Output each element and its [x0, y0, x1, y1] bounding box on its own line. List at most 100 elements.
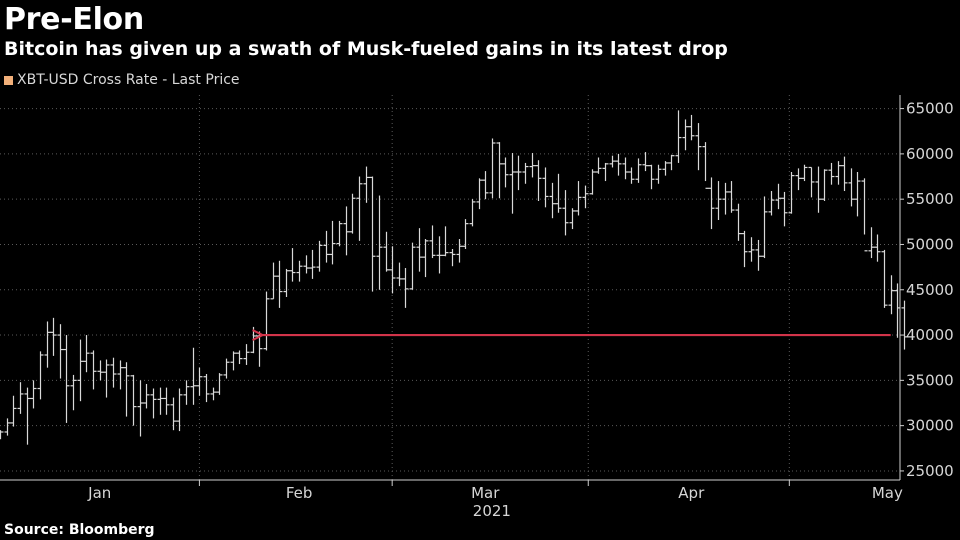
- ohlc-bar: [509, 152, 516, 214]
- ohlc-bar: [462, 219, 469, 249]
- ohlc-bar: [748, 237, 755, 262]
- ohlc-bar: [50, 317, 57, 356]
- ohlc-bar: [741, 230, 748, 268]
- ohlc-bar: [196, 367, 203, 396]
- ohlc-bar: [715, 181, 722, 221]
- grid: [0, 95, 900, 480]
- ohlc-bar: [854, 172, 861, 217]
- ohlc-bar: [44, 321, 51, 368]
- ohlc-bar: [130, 374, 137, 426]
- ohlc-bar: [429, 225, 436, 259]
- ohlc-bar: [289, 248, 296, 282]
- ohlc-bar: [323, 230, 330, 263]
- ohlc-bar: [236, 350, 243, 365]
- ohlc-bar: [662, 161, 669, 176]
- ohlc-bar: [137, 380, 144, 437]
- ohlc-bar: [4, 418, 11, 436]
- ohlc-bar: [861, 178, 868, 252]
- ohlc-bar: [628, 167, 635, 184]
- ohlc-bar: [801, 164, 808, 182]
- ohlc-bar: [722, 182, 729, 215]
- ohlc-bar: [708, 177, 715, 230]
- ohlc-bar: [655, 164, 662, 184]
- ohlc-bar: [795, 168, 802, 191]
- legend-swatch: [4, 75, 13, 85]
- ohlc-bar: [761, 196, 768, 259]
- ohlc-bar: [77, 339, 84, 402]
- axes: 25000 30000 35000 40000 45000 50000 55000 60000…: [0, 95, 954, 520]
- ohlc-bar: [489, 138, 496, 199]
- ohlc-bar: [735, 203, 742, 241]
- ohlc-bar: [688, 114, 695, 141]
- ohlc-bar: [422, 239, 429, 278]
- y-tick-label: 60000: [906, 145, 954, 163]
- ohlc-bar: [402, 268, 409, 308]
- ohlc-bar: [569, 208, 576, 230]
- ohlc-bar: [436, 236, 443, 274]
- ohlc-bar: [894, 283, 901, 338]
- ohlc-bar: [263, 291, 270, 351]
- ohlc-bar: [216, 373, 223, 395]
- ohlc-bar: [535, 160, 542, 201]
- ohlc-bar: [695, 123, 702, 171]
- ohlc-bar: [848, 168, 855, 207]
- ohlc-bar: [103, 359, 110, 398]
- ohlc-bar: [575, 181, 582, 216]
- ohlc-bar: [250, 326, 257, 354]
- ohlc-bar: [230, 351, 237, 371]
- ohlc-bar: [768, 191, 775, 216]
- ohlc-bar: [329, 220, 336, 265]
- ohlc-bar: [30, 380, 37, 409]
- chart-subtitle: Bitcoin has given up a swath of Musk-fue…: [4, 38, 728, 60]
- y-tick-label: 35000: [906, 371, 954, 389]
- ohlc-bar: [10, 395, 17, 427]
- y-tick-label: 50000: [906, 235, 954, 253]
- ohlc-bar: [868, 227, 875, 259]
- ohlc-bar: [835, 161, 842, 185]
- ohlc-bar: [648, 164, 655, 190]
- ohlc-bar: [668, 154, 675, 171]
- ohlc-bar: [70, 374, 77, 411]
- source-note: Source: Bloomberg: [4, 522, 155, 538]
- ohlc-bar: [502, 157, 509, 188]
- ohlc-bar: [0, 430, 4, 440]
- x-tick-label: Feb: [286, 484, 313, 502]
- y-tick-label: 65000: [906, 100, 954, 118]
- ohlc-bar: [256, 331, 263, 367]
- ohlc-bar: [389, 246, 396, 294]
- ohlc-bar: [888, 275, 895, 315]
- ohlc-bar: [409, 242, 416, 290]
- ohlc-bar: [283, 268, 290, 298]
- ohlc-bar: [456, 239, 463, 263]
- ohlc-bar: [582, 185, 589, 209]
- y-tick-label: 55000: [906, 190, 954, 208]
- ohlc-bar: [17, 382, 24, 414]
- ohlc-bar: [170, 397, 177, 431]
- ohlc-bar: [562, 190, 569, 236]
- ohlc-bar: [788, 172, 795, 214]
- ohlc-bar: [469, 199, 476, 227]
- y-tick-label: 25000: [906, 462, 954, 480]
- y-tick-label: 30000: [906, 417, 954, 435]
- ohlc-bar: [781, 191, 788, 227]
- ohlc-bar: [589, 169, 596, 195]
- ohlc-bar: [190, 347, 197, 405]
- legend: XBT-USD Cross Rate - Last Price: [4, 72, 240, 88]
- ohlc-bar: [702, 142, 709, 189]
- ohlc-bar: [123, 362, 130, 417]
- ohlc-bar: [881, 249, 888, 308]
- ohlc-bar: [482, 171, 489, 200]
- ohlc-bar: [642, 152, 649, 172]
- ohlc-bar: [316, 240, 323, 272]
- ohlc-bar: [24, 387, 31, 445]
- ohlc-bar: [828, 162, 835, 185]
- ohlc-bar: [549, 182, 556, 219]
- ohlc-bar: [276, 260, 283, 308]
- ohlc-bar: [442, 226, 449, 257]
- y-tick-label: 45000: [906, 281, 954, 299]
- ohlc-bar: [602, 162, 609, 182]
- chart-title: Pre-Elon: [4, 2, 144, 37]
- ohlc-bar: [449, 249, 456, 267]
- ohlc-bar: [874, 234, 881, 262]
